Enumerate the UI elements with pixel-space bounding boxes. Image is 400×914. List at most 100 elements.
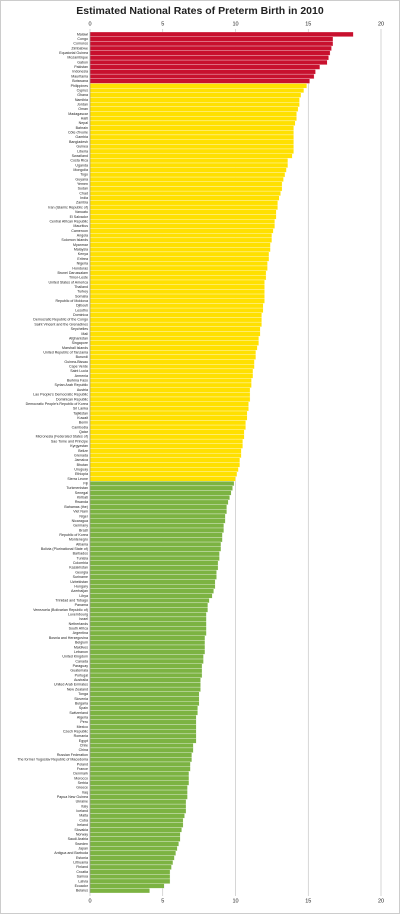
y-tick-label: Iceland xyxy=(76,809,88,813)
bar xyxy=(89,176,284,182)
bar xyxy=(89,509,227,515)
bar xyxy=(89,794,188,800)
bar xyxy=(89,256,270,262)
y-tick-label: Niger xyxy=(79,514,88,518)
y-tick-label: Maldives xyxy=(74,645,88,649)
bar xyxy=(89,270,267,276)
bar xyxy=(89,134,294,140)
bar xyxy=(89,485,233,491)
x-tick-label: 15 xyxy=(305,898,311,904)
y-tick-label: Turkey xyxy=(77,290,88,294)
y-tick-label: Gambia xyxy=(75,135,88,139)
bar xyxy=(89,527,225,533)
bar xyxy=(89,598,210,604)
y-tick-label: Nigeria xyxy=(77,262,88,266)
y-tick-label: United States of America xyxy=(48,280,88,284)
bar xyxy=(89,284,265,290)
y-tick-label: Sierra Leone xyxy=(67,477,88,481)
bar xyxy=(89,321,262,327)
bar xyxy=(89,584,216,589)
bar xyxy=(89,869,171,875)
bar xyxy=(89,144,294,150)
bar xyxy=(89,677,201,683)
y-tick-label: Albania xyxy=(76,542,88,546)
y-tick-label: Eritrea xyxy=(77,257,88,261)
bar xyxy=(89,312,262,318)
bar xyxy=(89,752,192,758)
bar xyxy=(89,158,289,164)
y-tick-label: Congo xyxy=(77,37,88,41)
y-tick-label: Oman xyxy=(78,107,88,111)
y-tick-label: Djibouti xyxy=(76,304,88,308)
y-tick-label: Sao Tome and Principe xyxy=(51,439,88,443)
bar xyxy=(89,850,176,856)
bar xyxy=(89,195,280,201)
bar xyxy=(89,878,171,884)
bar xyxy=(89,364,255,370)
y-tick-label: Latvia xyxy=(78,879,88,883)
bar xyxy=(89,186,283,192)
bar xyxy=(89,209,277,215)
bar xyxy=(89,864,172,870)
y-tick-label: Yemen xyxy=(77,182,88,186)
bar xyxy=(89,298,265,304)
bar xyxy=(89,733,197,739)
bar xyxy=(89,560,219,566)
y-tick-label: Liberia xyxy=(77,149,88,153)
x-tick-label: 5 xyxy=(161,898,164,904)
bar xyxy=(89,130,294,136)
bar xyxy=(89,626,207,632)
bar xyxy=(89,223,275,229)
y-tick-label: Croatia xyxy=(76,870,88,874)
bar xyxy=(89,368,254,374)
y-tick-label: Canada xyxy=(75,659,88,663)
bar xyxy=(89,406,249,412)
y-tick-label: Slovenia xyxy=(74,697,88,701)
y-tick-label: Mongolia xyxy=(73,168,88,172)
y-tick-label: Kiribati xyxy=(77,496,88,500)
y-tick-label: Grenada xyxy=(74,453,88,457)
y-tick-label: Marshall Islands xyxy=(62,346,88,350)
bar xyxy=(89,495,230,501)
y-tick-label: Tunisia xyxy=(77,556,88,560)
y-tick-label: Tajikistan xyxy=(73,411,88,415)
bar xyxy=(89,654,204,660)
bar xyxy=(89,649,206,655)
y-tick-label: Cambodia xyxy=(72,425,88,429)
y-tick-label: United Kingdom xyxy=(62,655,88,659)
bar xyxy=(89,247,271,253)
bar xyxy=(89,822,184,828)
y-tick-label: Armenia xyxy=(75,374,88,378)
y-tick-label: Chile xyxy=(80,744,88,748)
y-tick-label: Benin xyxy=(79,421,88,425)
y-tick-label: Ghana xyxy=(77,93,88,97)
y-tick-label: Belize xyxy=(78,449,88,453)
y-tick-label: Bahrain xyxy=(76,126,88,130)
y-tick-label: Thailand xyxy=(74,285,88,289)
y-tick-label: United Republic of Tanzania xyxy=(43,350,88,354)
bar xyxy=(89,106,299,112)
y-tick-label: Syrian Arab Republic xyxy=(54,383,88,387)
y-tick-label: Seychelles xyxy=(71,327,89,331)
y-tick-label: Ukraine xyxy=(76,800,88,804)
bar xyxy=(89,523,225,529)
y-tick-label: Samoa xyxy=(77,875,88,879)
bar xyxy=(89,541,222,547)
y-tick-label: Republic of Korea xyxy=(59,533,88,537)
y-tick-label: Philippines xyxy=(71,84,89,88)
bar xyxy=(89,555,220,561)
bar xyxy=(89,888,150,894)
bar xyxy=(89,116,297,122)
bar xyxy=(89,340,259,346)
bar xyxy=(89,317,262,323)
bar xyxy=(89,696,200,702)
bar xyxy=(89,808,187,814)
bar xyxy=(89,771,190,777)
bar xyxy=(89,125,294,131)
bar xyxy=(89,387,251,393)
bar xyxy=(89,518,226,524)
bar xyxy=(89,705,198,711)
bar xyxy=(89,467,239,473)
bar xyxy=(89,443,243,449)
bar xyxy=(89,588,214,594)
